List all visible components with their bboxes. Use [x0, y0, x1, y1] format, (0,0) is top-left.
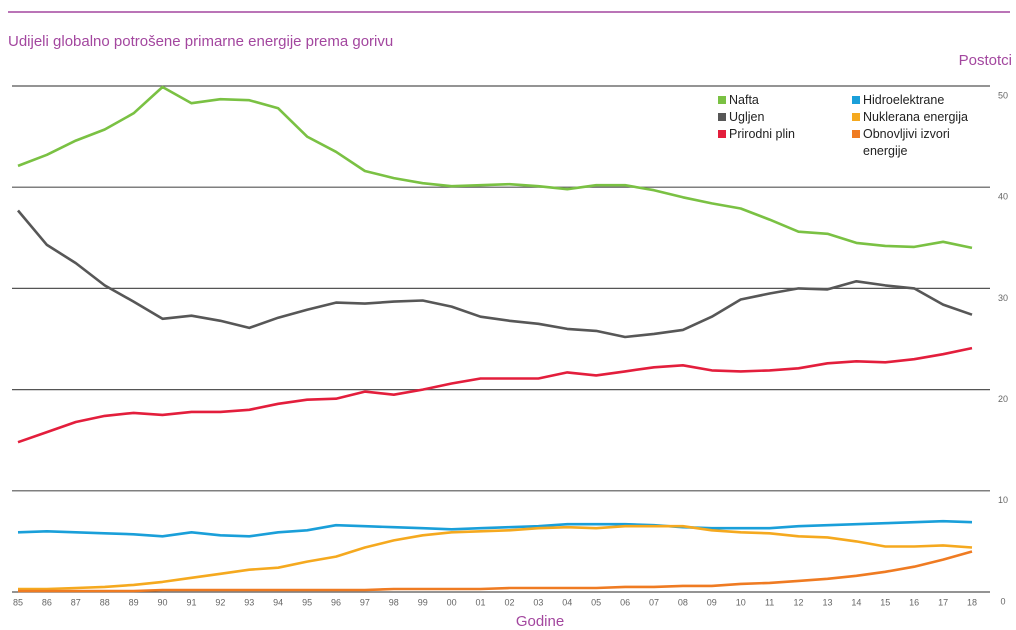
x-tick-label: 17 [938, 597, 948, 607]
y-tick-label: 10 [998, 495, 1008, 505]
x-tick-label: 05 [591, 597, 601, 607]
x-tick-label: 98 [389, 597, 399, 607]
x-tick-label: 09 [707, 597, 717, 607]
legend-label: Nuklerana energija [863, 110, 968, 124]
legend-swatch [852, 113, 860, 121]
x-tick-label: 08 [678, 597, 688, 607]
series-line [17, 209, 973, 339]
x-tick-label: 00 [447, 597, 457, 607]
series-line [17, 519, 973, 538]
legend-label: Prirodni plin [729, 127, 796, 141]
x-tick-label: 94 [273, 597, 283, 607]
legend-item: Nafta [718, 92, 858, 109]
x-tick-label: 12 [794, 597, 804, 607]
legend-label: Hidroelektrane [863, 93, 945, 107]
series-line [17, 346, 973, 444]
legend-swatch [718, 96, 726, 104]
legend-label: Nafta [729, 93, 759, 107]
x-tick-label: 02 [504, 597, 514, 607]
x-tick-label: 14 [851, 597, 861, 607]
y-tick-label: 30 [998, 293, 1008, 303]
x-tick-label: 10 [736, 597, 746, 607]
chart-title: Udijeli globalno potrošene primarne ener… [8, 33, 393, 50]
x-tick-label: 11 [765, 597, 774, 607]
x-tick-label: 97 [360, 597, 370, 607]
x-tick-label: 99 [418, 597, 428, 607]
x-tick-label: 89 [129, 597, 139, 607]
x-axis-label: Godine [516, 613, 564, 630]
legend-item: Nuklerana energija [852, 109, 992, 126]
x-tick-label: 96 [331, 597, 341, 607]
x-tick-label: 91 [186, 597, 196, 607]
legend-item: Hidroelektrane [852, 92, 992, 109]
x-tick-label: 95 [302, 597, 312, 607]
x-tick-label: 86 [42, 597, 52, 607]
y-tick-label: 0 [1000, 596, 1005, 606]
legend-swatch [718, 130, 726, 138]
legend-label: Ugljen [729, 110, 765, 124]
legend-swatch [718, 113, 726, 121]
x-tick-label: 18 [967, 597, 977, 607]
series-line [18, 550, 973, 593]
x-tick-label: 07 [649, 597, 659, 607]
legend-item: Obnovljivi izvori energije [852, 126, 992, 160]
y-tick-label: 40 [998, 192, 1008, 202]
x-tick-label: 04 [562, 597, 572, 607]
legend-swatch [852, 130, 860, 138]
x-tick-label: 93 [244, 597, 254, 607]
y-axis-label: Postotci [959, 52, 1012, 69]
x-tick-label: 87 [71, 597, 81, 607]
x-tick-label: 01 [476, 597, 486, 607]
x-tick-label: 92 [215, 597, 225, 607]
x-tick-label: 15 [880, 597, 890, 607]
legend-label: Obnovljivi izvori energije [863, 127, 950, 158]
legend-item: Ugljen [718, 109, 858, 126]
x-tick-label: 90 [158, 597, 168, 607]
x-tick-label: 13 [822, 597, 832, 607]
legend-item: Prirodni plin [718, 126, 858, 143]
x-tick-label: 88 [100, 597, 110, 607]
x-tick-label: 85 [13, 597, 23, 607]
series-line [18, 524, 973, 591]
y-tick-label: 50 [998, 90, 1008, 100]
legend-swatch [852, 96, 860, 104]
y-tick-label: 20 [998, 394, 1008, 404]
series-line [17, 85, 973, 250]
x-tick-label: 06 [620, 597, 630, 607]
x-tick-label: 03 [533, 597, 543, 607]
x-tick-label: 16 [909, 597, 919, 607]
